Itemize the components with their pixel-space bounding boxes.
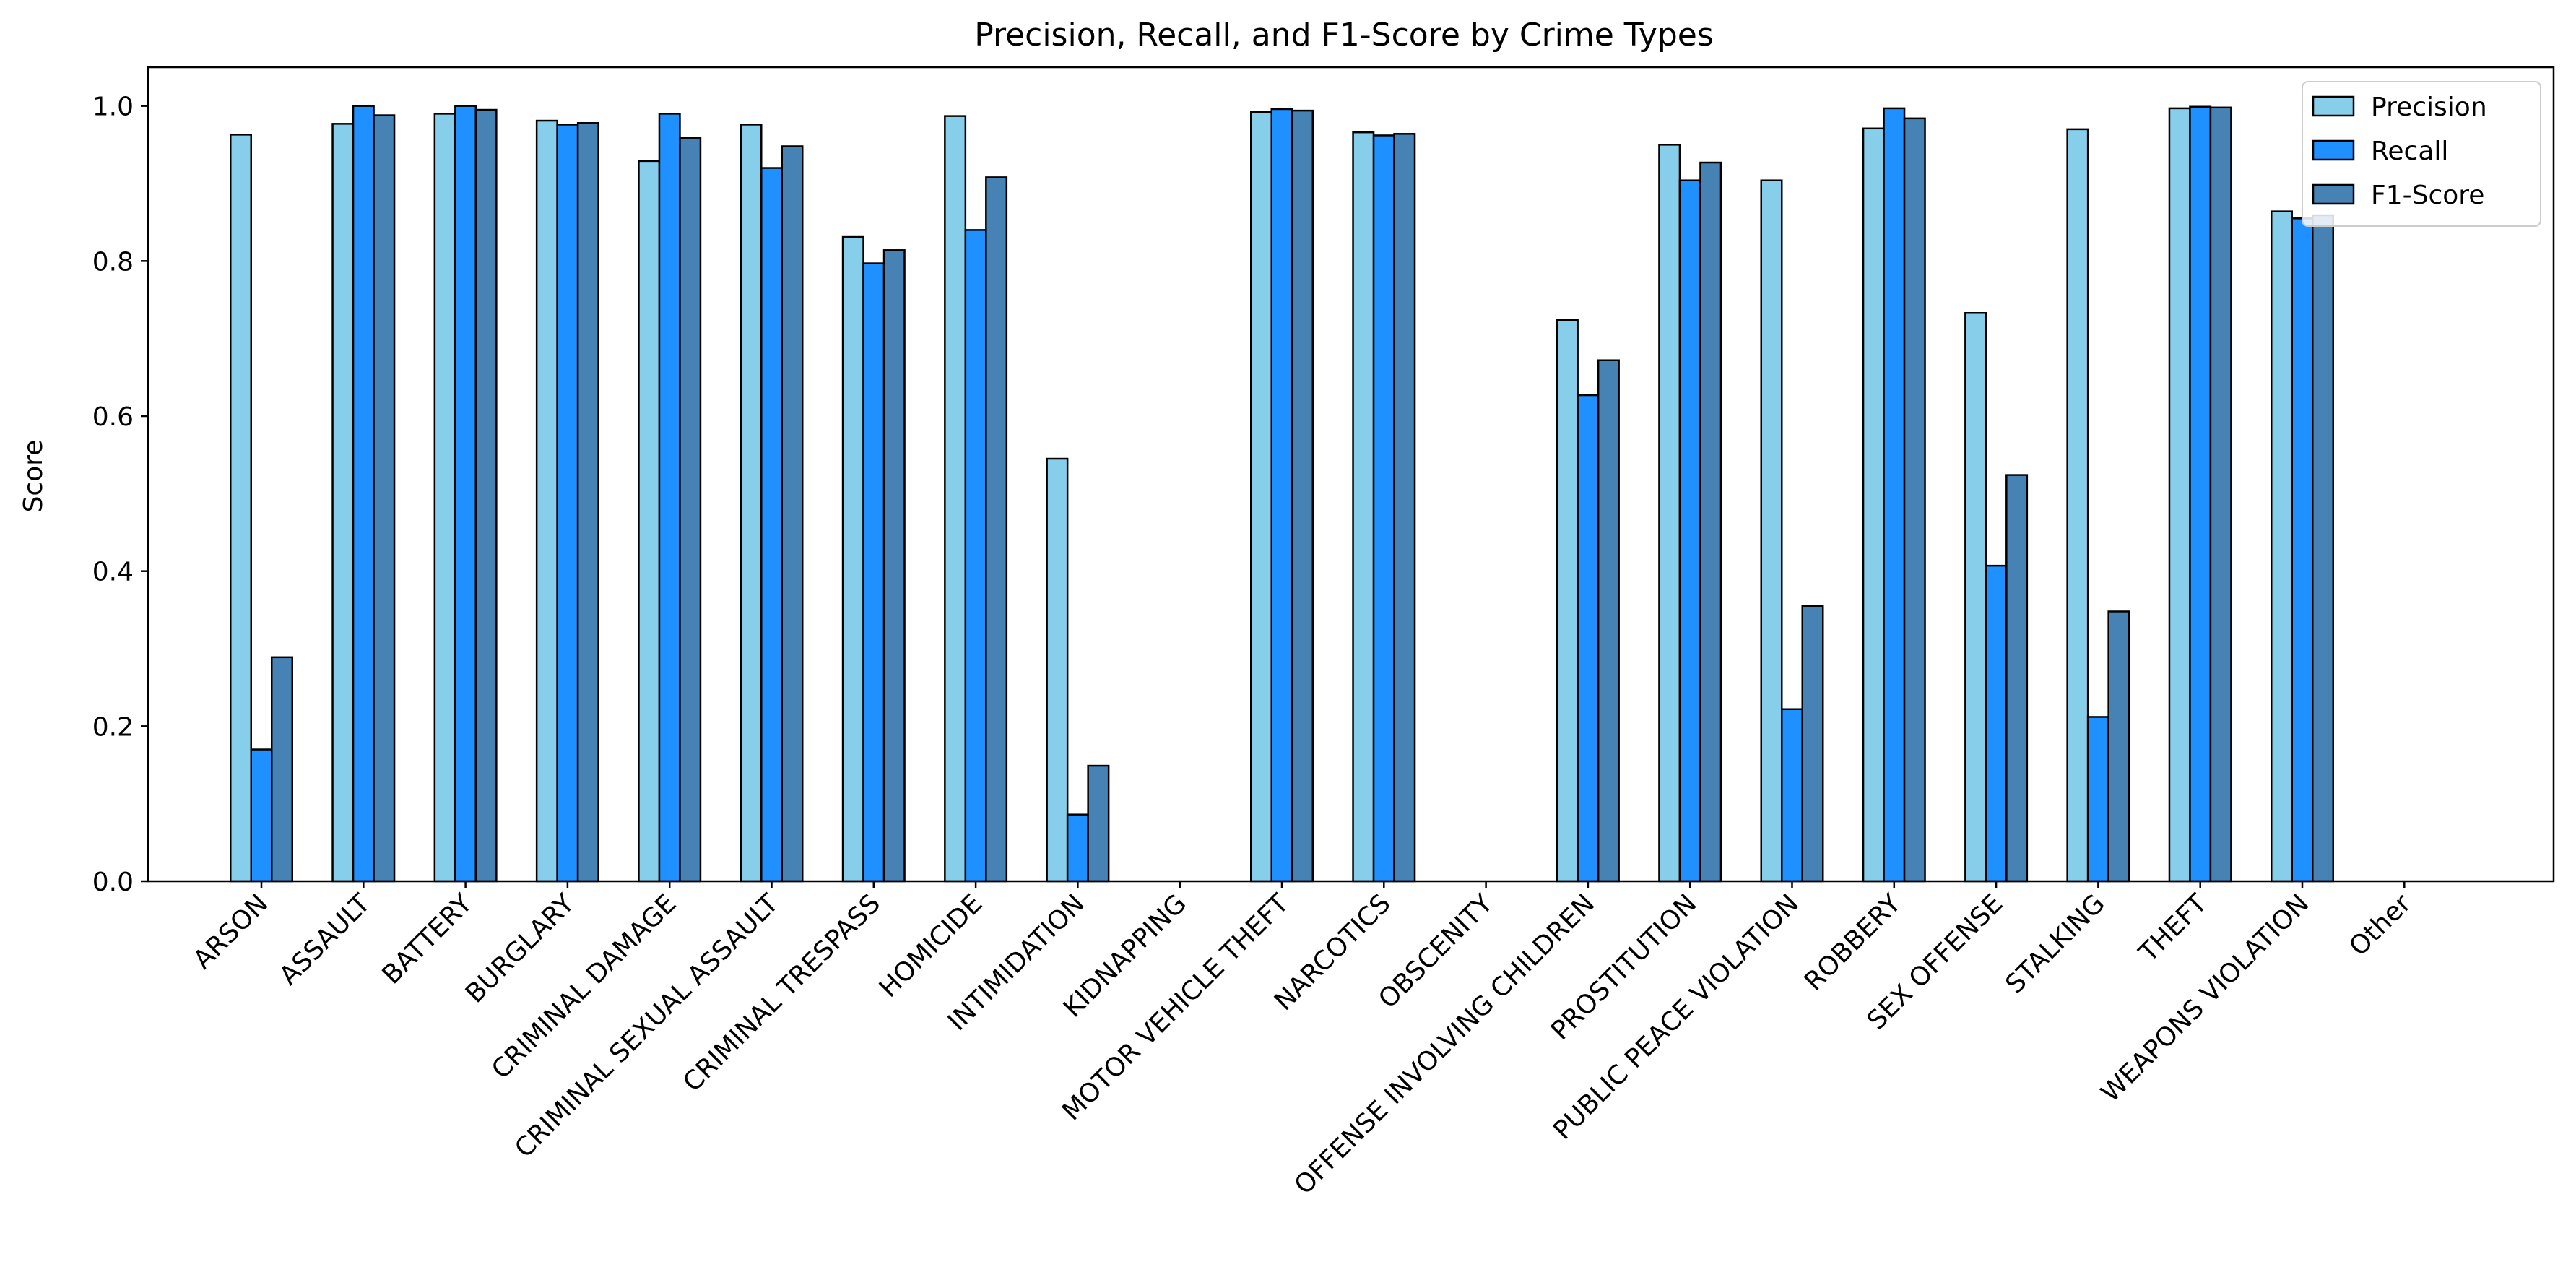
recall-bar xyxy=(454,105,477,883)
f1-score-bar xyxy=(679,137,702,883)
precision-bar xyxy=(535,119,558,883)
f1-score-bar xyxy=(985,176,1008,883)
f1-score-bar xyxy=(882,249,906,883)
recall-bar xyxy=(1883,107,1906,883)
y-tick-label: 0.0 xyxy=(92,868,134,897)
precision-bar xyxy=(944,115,967,883)
f1-score-bar xyxy=(1801,605,1824,883)
recall-bar xyxy=(760,167,783,883)
y-tick-label: 0.4 xyxy=(92,558,134,587)
f1-score-bar xyxy=(373,114,396,883)
recall-bar xyxy=(1985,564,2008,883)
precision-bar xyxy=(638,160,661,883)
recall-legend-swatch xyxy=(2312,139,2355,161)
y-axis: 0.0 0.2 0.4 0.6 0.8 1.0 xyxy=(92,92,148,897)
recall-bar xyxy=(2086,716,2109,883)
f1-score-bar xyxy=(576,122,599,883)
f1-score-bar xyxy=(2005,474,2029,883)
f1-score-bar xyxy=(1903,117,1926,883)
legend: Precision Recall F1-Score xyxy=(2302,81,2541,227)
recall-legend-label: Recall xyxy=(2371,137,2448,166)
recall-bar xyxy=(1781,708,1803,883)
f1-score-bar xyxy=(2209,106,2232,883)
recall-bar xyxy=(1270,108,1293,883)
recall-bar xyxy=(352,105,375,883)
chart-title: Precision, Recall, and F1-Score by Crime… xyxy=(974,17,1714,53)
f1-score-legend-label: F1-Score xyxy=(2371,181,2484,210)
f1-score-bar xyxy=(2312,214,2334,883)
legend-box xyxy=(2302,81,2541,227)
precision-bar xyxy=(1352,131,1375,883)
recall-bar xyxy=(250,748,273,883)
plot-frame xyxy=(147,66,2555,883)
precision-bar xyxy=(1760,179,1783,883)
y-axis-label: Score xyxy=(19,440,48,513)
precision-bar xyxy=(1046,457,1069,883)
f1-score-bar xyxy=(2107,610,2130,883)
recall-bar xyxy=(2189,105,2212,883)
f1-score-bar xyxy=(1087,764,1110,883)
f1-score-bar xyxy=(1393,133,1416,883)
recall-bar xyxy=(556,124,579,883)
precision-bar xyxy=(740,124,763,883)
recall-bar xyxy=(658,113,681,883)
precision-bar xyxy=(1862,127,1885,883)
f1-score-bar xyxy=(271,656,293,883)
precision-bar xyxy=(433,113,456,883)
recall-bar xyxy=(1577,394,1600,883)
f1-score-bar xyxy=(474,108,498,883)
recall-bar xyxy=(1066,813,1089,883)
f1-score-bar xyxy=(1699,161,1722,883)
y-tick-label: 0.6 xyxy=(92,402,134,432)
precision-bar xyxy=(1250,111,1272,883)
y-tick-label: 1.0 xyxy=(92,92,134,122)
f1-score-bar xyxy=(781,145,804,883)
bars-group xyxy=(230,105,2334,883)
f1-score-bar xyxy=(1291,109,1314,883)
y-tick-label: 0.2 xyxy=(92,712,134,742)
recall-bar xyxy=(2291,217,2314,883)
precision-bar xyxy=(2168,107,2191,883)
precision-bar xyxy=(1964,311,1987,883)
f1-score-bar xyxy=(1597,359,1620,883)
precision-bar xyxy=(230,134,252,883)
precision-bar xyxy=(2271,210,2293,883)
precision-legend-label: Precision xyxy=(2371,92,2487,122)
precision-bar xyxy=(1658,144,1681,883)
precision-bar xyxy=(1556,319,1579,883)
recall-bar xyxy=(1678,179,1701,883)
precision-bar xyxy=(331,123,355,883)
precision-legend-swatch xyxy=(2312,95,2355,117)
recall-bar xyxy=(862,262,885,883)
y-tick-label: 0.8 xyxy=(92,247,134,277)
precision-bar xyxy=(841,235,864,883)
f1-score-legend-swatch xyxy=(2312,183,2355,205)
precision-bar xyxy=(2066,128,2089,883)
recall-bar xyxy=(964,229,987,883)
recall-bar xyxy=(1372,134,1395,883)
